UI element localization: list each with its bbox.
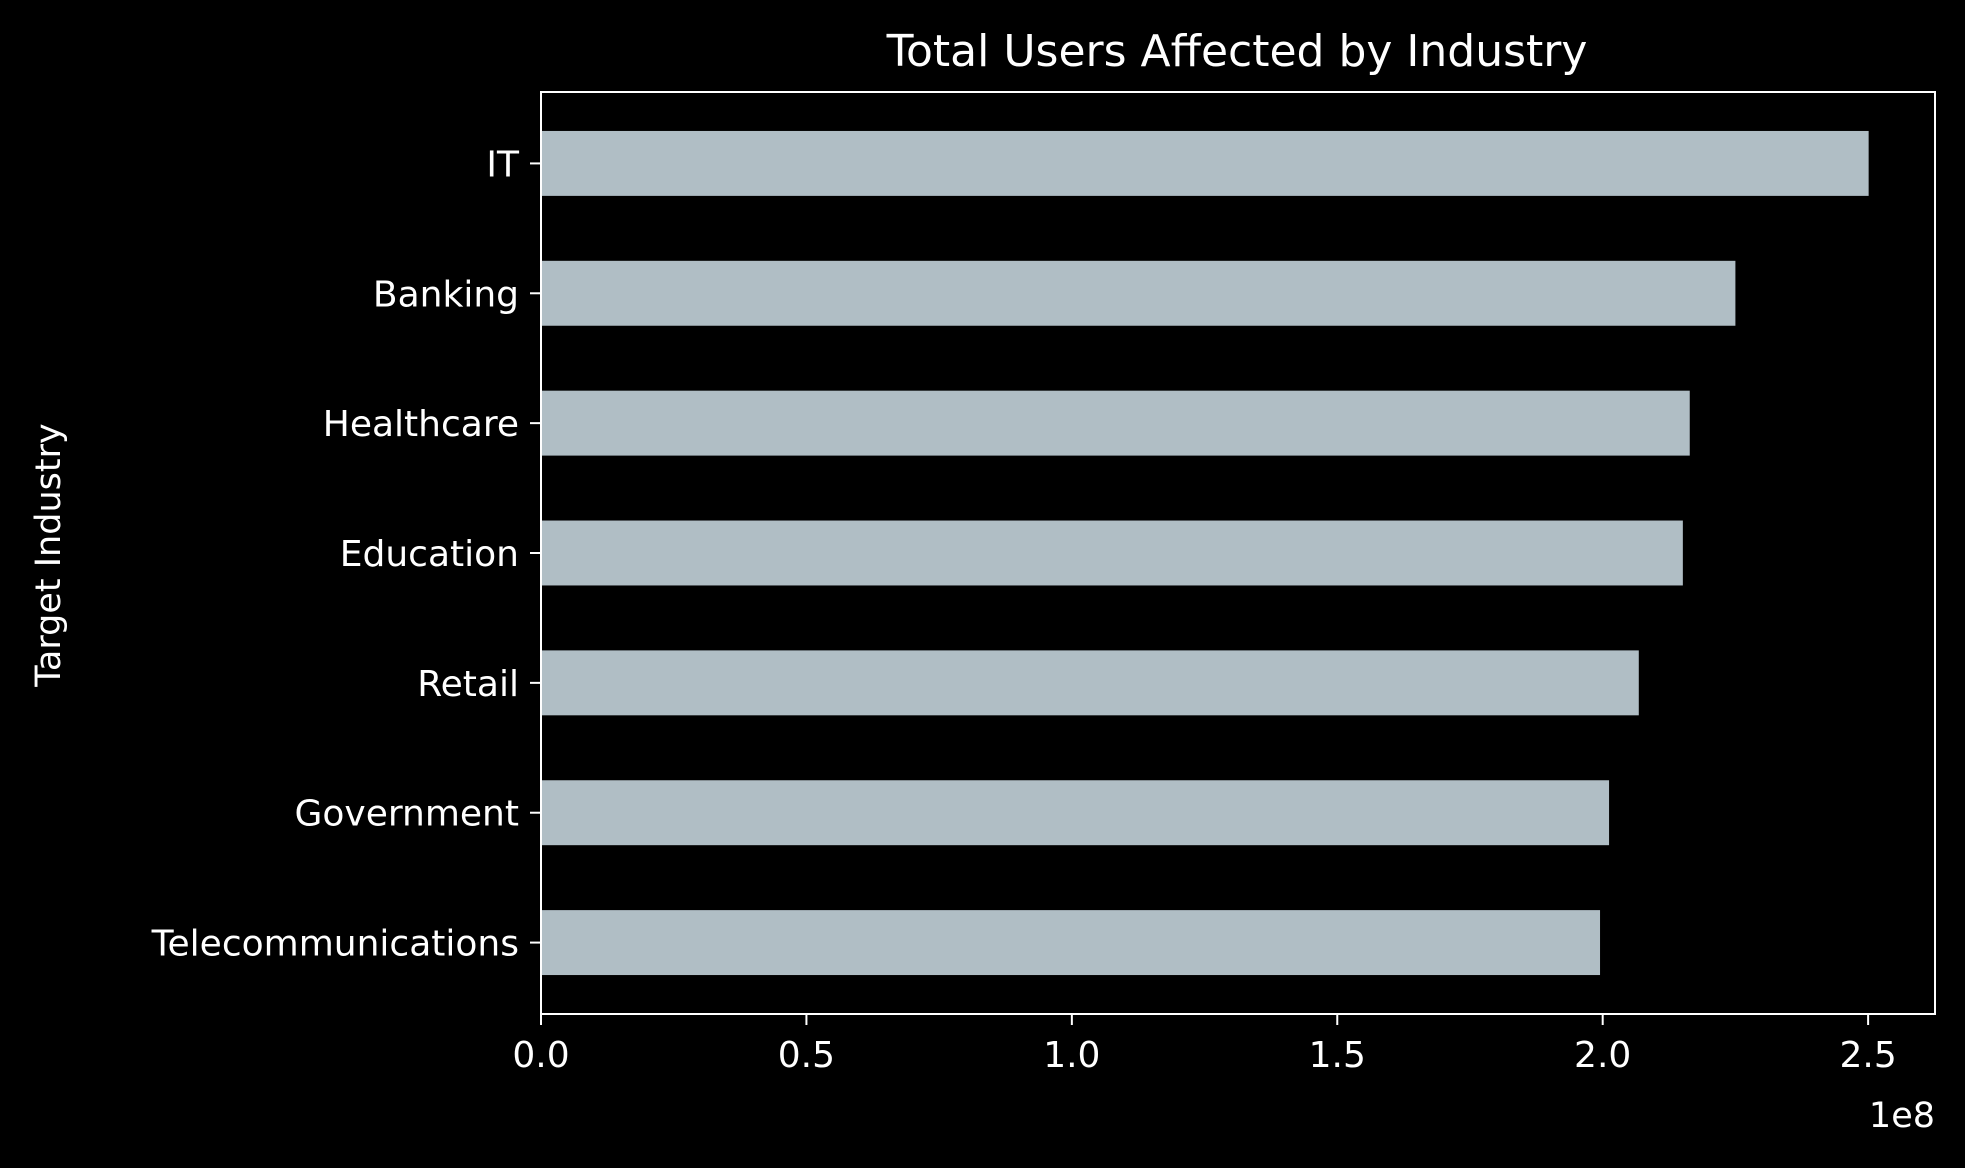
bar-it: [541, 130, 1869, 196]
bar-retail: [541, 650, 1639, 716]
chart-title: Total Users Affected by Industry: [886, 26, 1588, 77]
y-tick-label: Healthcare: [323, 404, 519, 445]
x-axis-offset-label: 1e8: [1869, 1096, 1935, 1136]
x-tick-label: 2.0: [1574, 1035, 1631, 1076]
bar-telecommunications: [541, 910, 1601, 976]
bars-group: [541, 130, 1869, 976]
x-tick-label: 0.5: [778, 1035, 835, 1076]
bar-banking: [541, 260, 1736, 326]
x-tick-label: 2.5: [1839, 1035, 1896, 1076]
x-tick-label: 1.5: [1309, 1035, 1366, 1076]
x-axis-ticks: 0.0 0.5 1.0 1.5 2.0 2.5: [512, 1014, 1897, 1076]
y-tick-label: Banking: [373, 274, 519, 315]
x-tick-label: 0.0: [512, 1035, 569, 1076]
bar-education: [541, 520, 1683, 586]
y-tick-label: Retail: [417, 664, 519, 705]
y-tick-label: Government: [294, 794, 519, 835]
y-tick-label: IT: [486, 144, 520, 185]
y-tick-label: Telecommunications: [151, 924, 519, 965]
bar-government: [541, 780, 1610, 846]
plot-frame: [540, 91, 1936, 1015]
x-tick-label: 1.0: [1043, 1035, 1100, 1076]
y-tick-label: Education: [340, 534, 519, 575]
bar-healthcare: [541, 390, 1690, 456]
y-axis-label: Target Industry: [29, 423, 69, 687]
y-axis-ticks: IT Banking Healthcare Education Retail Govern…: [151, 144, 541, 965]
